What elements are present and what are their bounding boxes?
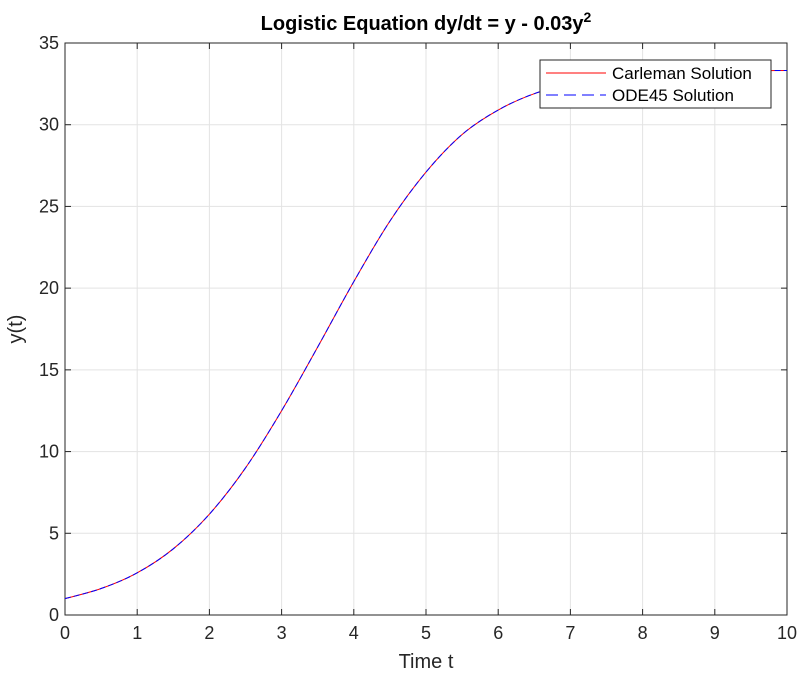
y-tick-label: 5	[49, 523, 59, 543]
y-tick-label: 0	[49, 605, 59, 625]
legend-label-ode45: ODE45 Solution	[612, 86, 734, 105]
x-tick-label: 4	[349, 623, 359, 643]
chart-title: Logistic Equation dy/dt = y - 0.03y2	[261, 9, 592, 35]
x-tick-label: 2	[204, 623, 214, 643]
grid-lines	[65, 43, 787, 615]
y-axis-label: y(t)	[5, 315, 27, 344]
series-line-ode45	[64, 69, 788, 600]
x-tick-label: 6	[493, 623, 503, 643]
x-tick-label: 10	[777, 623, 797, 643]
y-tick-label: 20	[39, 278, 59, 298]
y-tick-label: 10	[39, 442, 59, 462]
x-axis-label: Time t	[399, 651, 454, 673]
x-tick-label: 9	[710, 623, 720, 643]
x-tick-label: 7	[565, 623, 575, 643]
chart-title-main: Logistic Equation dy/dt = y - 0.03y	[261, 13, 585, 35]
y-tick-label: 35	[39, 33, 59, 53]
legend-label-carleman: Carleman Solution	[612, 64, 752, 83]
x-tick-label: 1	[132, 623, 142, 643]
axes: 0 1 2 3 4 5 6 7 8 9 10 0 5 10 15 20 25 30 35	[39, 33, 797, 643]
x-tick-label: 0	[60, 623, 70, 643]
x-tick-label: 5	[421, 623, 431, 643]
y-tick-label: 15	[39, 360, 59, 380]
chart-title-superscript: 2	[584, 9, 592, 25]
y-tick-label: 30	[39, 115, 59, 135]
legend: Carleman Solution ODE45 Solution	[539, 59, 772, 109]
x-tick-label: 8	[638, 623, 648, 643]
x-tick-label: 3	[277, 623, 287, 643]
y-tick-label: 25	[39, 196, 59, 216]
legend-box	[539, 59, 772, 109]
